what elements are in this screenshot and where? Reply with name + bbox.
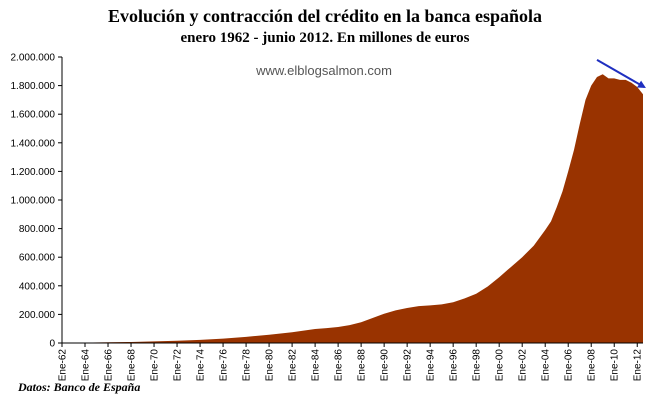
x-tick-label: Ene-96	[449, 349, 460, 382]
watermark: www.elblogsalmon.com	[255, 63, 392, 78]
x-tick-label: Ene-72	[173, 349, 184, 382]
x-tick-label: Ene-86	[334, 349, 345, 382]
plot-area: 0 200.000 400.000 600.000 800.000 1.000.000 1.…	[11, 53, 646, 381]
x-tick-label: Ene-10	[610, 349, 621, 382]
x-tick-label: Ene-06	[564, 349, 575, 382]
y-tick-label: 200.000	[19, 310, 56, 321]
x-tick-label: Ene-04	[541, 349, 552, 382]
x-tick-label: Ene-90	[380, 349, 391, 382]
x-tick-label: Ene-84	[311, 349, 322, 382]
y-tick-label: 600.000	[19, 253, 56, 264]
x-tick-label: Ene-02	[518, 349, 529, 382]
x-tick-label: Ene-64	[81, 349, 92, 382]
y-tick-label: 0	[49, 339, 55, 350]
x-tick-label: Ene-76	[219, 349, 230, 382]
x-tick-label: Ene-92	[403, 349, 414, 382]
x-tick-label: Ene-12	[633, 349, 644, 382]
y-tick-label: 1.400.000	[11, 138, 56, 149]
x-tick-label: Ene-62	[58, 349, 69, 382]
x-tick-label: Ene-00	[495, 349, 506, 382]
x-tick-label: Ene-70	[150, 349, 161, 382]
y-tick-label: 2.000.000	[11, 53, 56, 64]
chart-subtitle: enero 1962 - junio 2012. En millones de …	[180, 30, 469, 46]
source-note: Datos: Banco de España	[17, 380, 140, 394]
x-tick-label: Ene-68	[127, 349, 138, 382]
credit-area-series	[62, 74, 643, 343]
trend-arrow	[596, 59, 646, 88]
y-tick-label: 800.000	[19, 224, 56, 235]
y-tick-label: 1.600.000	[11, 110, 56, 121]
y-tick-label: 1.800.000	[11, 81, 56, 92]
chart-title: Evolución y contracción del crédito en l…	[108, 6, 542, 26]
x-tick-label: Ene-82	[288, 349, 299, 382]
x-tick-label: Ene-80	[265, 349, 276, 382]
x-tick-label: Ene-98	[472, 349, 483, 382]
x-tick-label: Ene-66	[104, 349, 115, 382]
y-tick-label: 1.200.000	[11, 167, 56, 178]
y-tick-label: 1.000.000	[11, 196, 56, 207]
x-tick-label: Ene-78	[242, 349, 253, 382]
y-tick-label: 400.000	[19, 281, 56, 292]
x-tick-label: Ene-94	[426, 349, 437, 382]
x-axis-ticks: Ene-62 Ene-64 Ene-66 Ene-68 Ene-70 Ene-72 Ene-…	[58, 343, 644, 381]
x-tick-label: Ene-88	[357, 349, 368, 382]
x-tick-label: Ene-74	[196, 349, 207, 382]
y-axis-ticks: 0 200.000 400.000 600.000 800.000 1.000.000 1.…	[11, 53, 62, 350]
x-tick-label: Ene-08	[587, 349, 598, 382]
